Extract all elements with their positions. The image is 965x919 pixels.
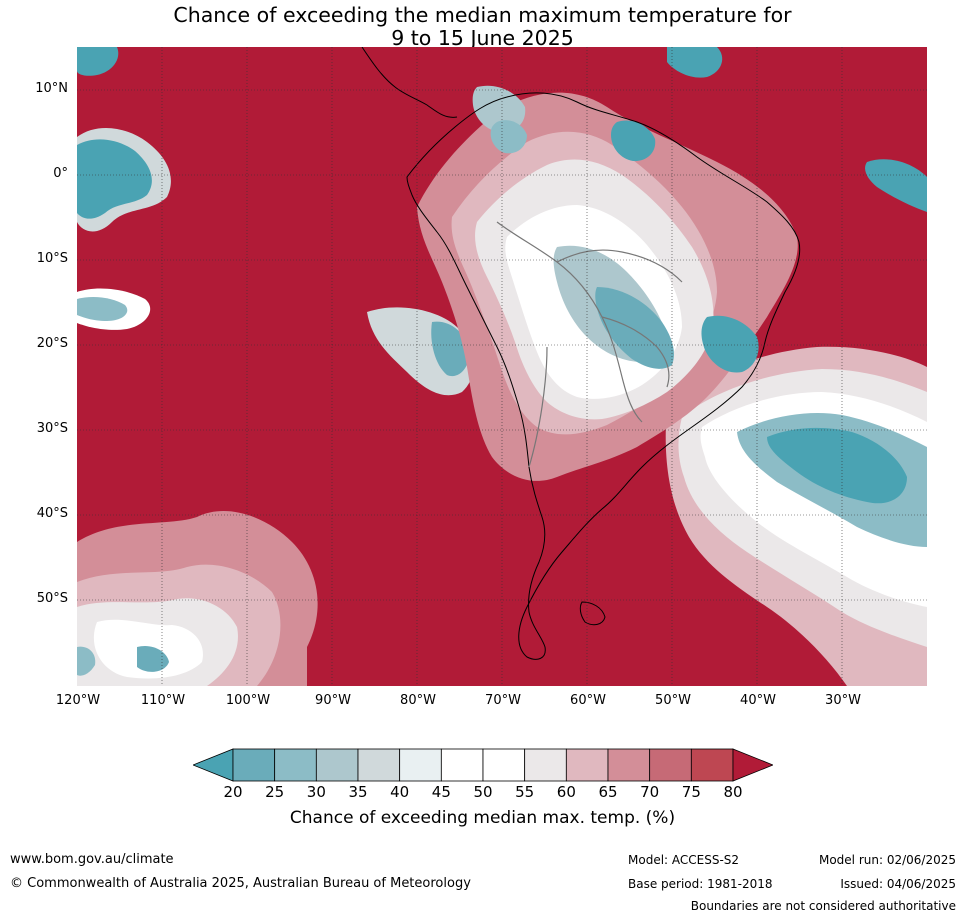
- colorbar-segment: [690, 748, 734, 782]
- colorbar-tick-label: 30: [306, 783, 326, 801]
- issued-text: Issued: 04/06/2025: [840, 877, 956, 891]
- colorbar-tick-label: 35: [348, 783, 368, 801]
- colorbar-tick-label: 75: [681, 783, 701, 801]
- colorbar-tick-label: 70: [640, 783, 660, 801]
- colorbar-label: Chance of exceeding median max. temp. (%…: [289, 808, 676, 828]
- title-line-2: 9 to 15 June 2025: [391, 26, 574, 50]
- colorbar-segment: [274, 748, 317, 782]
- colorbar-segment: [607, 748, 651, 782]
- coastlines: [361, 47, 801, 660]
- lat-label-50s: 50°S: [36, 591, 68, 606]
- colorbar-segment: [524, 748, 567, 782]
- colorbar-arrow-low: [191, 748, 234, 782]
- map-title: Chance of exceeding the median maximum t…: [0, 4, 965, 50]
- lon-label-110w: 110°W: [140, 693, 186, 708]
- colorbar-segment: [315, 748, 359, 782]
- lon-label-100w: 100°W: [225, 693, 271, 708]
- colorbar-svg: [191, 748, 775, 782]
- colorbar-tick-label: 65: [598, 783, 618, 801]
- colorbar-tick-label: 60: [556, 783, 576, 801]
- lon-label-30w: 30°W: [825, 693, 861, 708]
- colorbar-tick-label: 50: [473, 783, 493, 801]
- colorbar-tick-label: 20: [223, 783, 243, 801]
- colorbar-segment: [399, 748, 442, 782]
- colorbar-segment: [482, 748, 526, 782]
- model-run-text: Model run: 02/06/2025: [818, 853, 956, 867]
- lat-label-10s: 10°S: [36, 251, 68, 266]
- colorbar-tick-label: 80: [723, 783, 743, 801]
- lat-label-40s: 40°S: [36, 506, 68, 521]
- colorbar-segment: [565, 748, 609, 782]
- lon-label-120w: 120°W: [55, 693, 101, 708]
- lat-label-10n: 10°N: [35, 81, 68, 96]
- colorbar-segment: [232, 748, 276, 782]
- title-line-1: Chance of exceeding the median maximum t…: [173, 3, 792, 27]
- pacific-patch-20s: [367, 307, 474, 396]
- colorbar-arrow-high: [732, 748, 775, 782]
- model-text: Model: ACCESS-S2: [628, 853, 740, 867]
- colorbar-segment: [440, 748, 484, 782]
- colorbar-tick-label: 55: [515, 783, 535, 801]
- lon-label-90w: 90°W: [315, 693, 351, 708]
- colorbar-tick-label: 40: [390, 783, 410, 801]
- colorbar-tick-label: 45: [431, 783, 451, 801]
- colorbar-segment: [649, 748, 692, 782]
- website-link[interactable]: www.bom.gov.au/climate: [10, 852, 174, 867]
- lat-label-0: 0°: [53, 166, 68, 181]
- graticule: [77, 47, 927, 686]
- lat-label-20s: 20°S: [36, 336, 68, 351]
- colorbar-segment: [357, 748, 401, 782]
- lat-label-30s: 30°S: [36, 421, 68, 436]
- lon-label-70w: 70°W: [485, 693, 521, 708]
- probability-map: [77, 47, 927, 686]
- lon-label-80w: 80°W: [400, 693, 436, 708]
- colorbar-tick-label: 25: [265, 783, 285, 801]
- colorbar: [191, 748, 775, 782]
- copyright-text: © Commonwealth of Australia 2025, Austra…: [10, 876, 471, 891]
- disclaimer-text: Boundaries are not considered authoritat…: [690, 899, 956, 913]
- lon-label-60w: 60°W: [570, 693, 606, 708]
- country-borders: [496, 221, 683, 468]
- lon-label-40w: 40°W: [740, 693, 776, 708]
- lon-label-50w: 50°W: [655, 693, 691, 708]
- map-svg: [77, 47, 927, 686]
- northwest-ocean-patches: [77, 47, 927, 330]
- south-atlantic-region: [665, 346, 927, 686]
- south-america-interior: [417, 85, 798, 481]
- southern-ocean-band: [77, 511, 318, 686]
- base-period-text: Base period: 1981-2018: [628, 877, 773, 891]
